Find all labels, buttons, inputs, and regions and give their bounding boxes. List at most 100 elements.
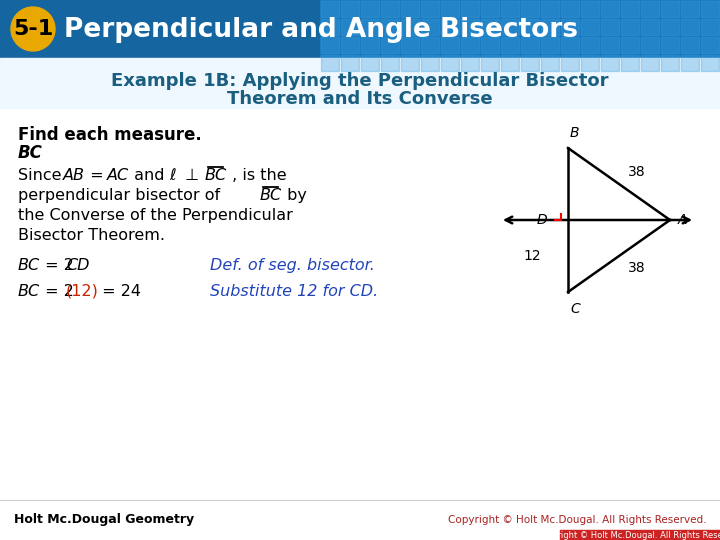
- Text: and: and: [129, 168, 170, 183]
- Bar: [481, 55, 499, 71]
- Text: Def. of seg. bisector.: Def. of seg. bisector.: [210, 258, 375, 273]
- Bar: [381, 55, 399, 71]
- Bar: [401, 37, 419, 53]
- Circle shape: [11, 7, 55, 51]
- Text: = 24: = 24: [97, 284, 141, 299]
- Bar: [521, 55, 539, 71]
- Bar: [501, 55, 519, 71]
- Text: ℓ: ℓ: [169, 168, 176, 183]
- Text: Find each measure.: Find each measure.: [18, 126, 202, 144]
- Text: = 2: = 2: [40, 284, 74, 299]
- Bar: [421, 1, 439, 17]
- Text: , is the: , is the: [227, 168, 287, 183]
- Bar: [441, 19, 459, 35]
- Bar: [581, 37, 599, 53]
- Bar: [361, 1, 379, 17]
- Text: BC: BC: [18, 258, 40, 273]
- Bar: [601, 37, 619, 53]
- Bar: [621, 1, 639, 17]
- Text: =: =: [85, 168, 109, 183]
- Bar: [320, 0, 720, 58]
- Bar: [461, 37, 479, 53]
- Bar: [641, 37, 659, 53]
- Bar: [661, 37, 679, 53]
- Bar: [541, 55, 559, 71]
- Text: 38: 38: [628, 261, 646, 275]
- Bar: [621, 37, 639, 53]
- Bar: [401, 19, 419, 35]
- Bar: [421, 19, 439, 35]
- Text: C: C: [570, 302, 580, 316]
- Bar: [541, 37, 559, 53]
- Bar: [441, 55, 459, 71]
- Text: ⊥: ⊥: [180, 168, 204, 183]
- Bar: [381, 19, 399, 35]
- Bar: [0, 58, 720, 108]
- Bar: [461, 1, 479, 17]
- Bar: [701, 19, 719, 35]
- Bar: [441, 37, 459, 53]
- Bar: [621, 19, 639, 35]
- Text: Theorem and Its Converse: Theorem and Its Converse: [228, 90, 492, 108]
- Bar: [361, 55, 379, 71]
- Bar: [521, 1, 539, 17]
- Bar: [541, 19, 559, 35]
- Text: 5-1: 5-1: [13, 19, 53, 39]
- Text: BC: BC: [18, 144, 43, 162]
- Bar: [341, 37, 359, 53]
- Text: Holt Mc.Dougal Geometry: Holt Mc.Dougal Geometry: [14, 514, 194, 526]
- Bar: [401, 1, 419, 17]
- Text: Copyright © Holt Mc.Dougal. All Rights Reserved.: Copyright © Holt Mc.Dougal. All Rights R…: [536, 530, 720, 539]
- Bar: [561, 19, 579, 35]
- Bar: [560, 530, 720, 540]
- Bar: [421, 55, 439, 71]
- Bar: [681, 55, 699, 71]
- Text: 12: 12: [523, 249, 541, 263]
- Bar: [401, 55, 419, 71]
- Text: A: A: [678, 213, 688, 227]
- Bar: [701, 1, 719, 17]
- Bar: [521, 19, 539, 35]
- Bar: [501, 1, 519, 17]
- Bar: [381, 1, 399, 17]
- Bar: [341, 19, 359, 35]
- Bar: [601, 19, 619, 35]
- Bar: [341, 55, 359, 71]
- Bar: [601, 1, 619, 17]
- Bar: [581, 1, 599, 17]
- Bar: [501, 19, 519, 35]
- Bar: [681, 37, 699, 53]
- Bar: [641, 1, 659, 17]
- Bar: [641, 55, 659, 71]
- Bar: [501, 37, 519, 53]
- Bar: [661, 1, 679, 17]
- Text: 38: 38: [628, 165, 646, 179]
- Bar: [321, 19, 339, 35]
- Bar: [521, 37, 539, 53]
- Text: B: B: [570, 126, 580, 140]
- Text: Perpendicular and Angle Bisectors: Perpendicular and Angle Bisectors: [64, 17, 578, 43]
- Bar: [481, 19, 499, 35]
- Bar: [421, 37, 439, 53]
- Bar: [461, 55, 479, 71]
- Bar: [561, 1, 579, 17]
- Text: Copyright © Holt Mc.Dougal. All Rights Reserved.: Copyright © Holt Mc.Dougal. All Rights R…: [448, 515, 706, 525]
- Text: AB: AB: [63, 168, 85, 183]
- Bar: [381, 37, 399, 53]
- Text: = 2: = 2: [40, 258, 74, 273]
- Text: BC: BC: [260, 188, 282, 203]
- Bar: [621, 55, 639, 71]
- Text: perpendicular bisector of: perpendicular bisector of: [18, 188, 225, 203]
- Text: AC: AC: [107, 168, 129, 183]
- Bar: [681, 19, 699, 35]
- Bar: [481, 37, 499, 53]
- Text: Example 1B: Applying the Perpendicular Bisector: Example 1B: Applying the Perpendicular B…: [112, 72, 608, 90]
- Bar: [561, 37, 579, 53]
- Bar: [661, 19, 679, 35]
- Text: by: by: [282, 188, 307, 203]
- Bar: [701, 37, 719, 53]
- Bar: [581, 55, 599, 71]
- Text: Substitute 12 for CD.: Substitute 12 for CD.: [210, 284, 378, 299]
- Bar: [661, 55, 679, 71]
- Text: Since: Since: [18, 168, 67, 183]
